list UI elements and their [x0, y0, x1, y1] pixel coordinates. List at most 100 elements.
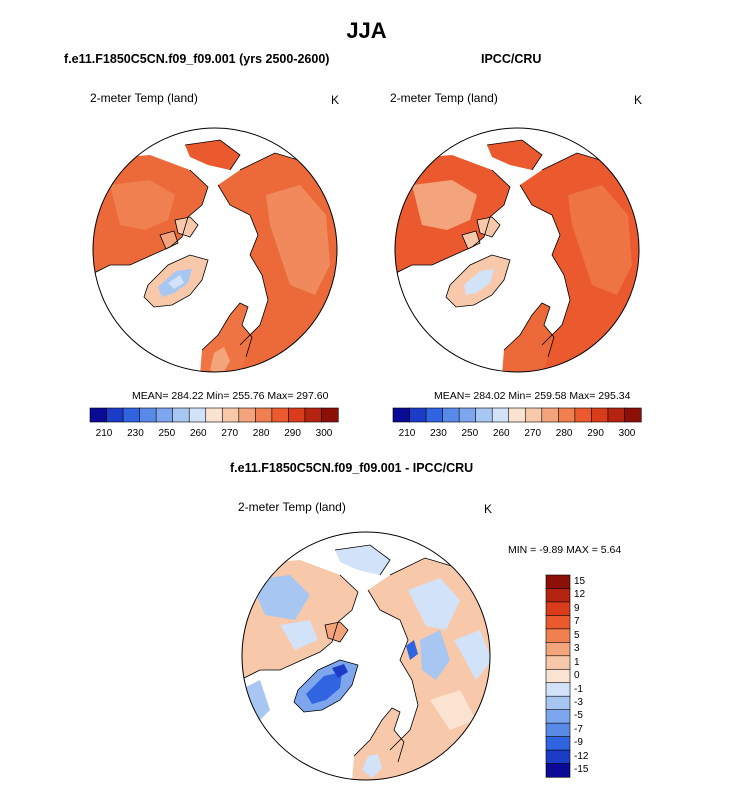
diff-colorbar-tick-label: 12 — [574, 589, 586, 601]
model-colorbar-box — [238, 407, 256, 423]
obs-colorbar-box — [574, 407, 592, 423]
model-colorbar-box — [288, 407, 306, 423]
diff-colorbar-tick-label: -3 — [574, 696, 583, 708]
model-colorbar-box — [321, 407, 339, 423]
diff-polar-map — [241, 531, 491, 781]
model-colorbar-box — [304, 407, 323, 423]
obs-colorbar-tick-label: 280 — [555, 428, 573, 439]
obs-stats: MEAN= 284.02 Min= 259.58 Max= 295.34 — [434, 390, 631, 402]
obs-colorbar-box — [558, 407, 576, 423]
diff-colorbar-tick-label: 5 — [574, 629, 580, 641]
diff-variable-label: 2-meter Temp (land) — [238, 500, 346, 514]
diff-colorbar-tick-label: -9 — [574, 737, 583, 749]
obs-colorbar-box — [475, 407, 493, 423]
model-colorbar-tick-label: 250 — [158, 428, 176, 439]
model-colorbar-box — [188, 407, 207, 423]
diff-colorbar-tick-label: -5 — [574, 710, 583, 722]
diff-colorbar-box — [545, 615, 571, 630]
diff-coastlines — [242, 544, 466, 763]
obs-colorbar-tick-label: 290 — [587, 428, 604, 439]
obs-colorbar-box — [392, 407, 411, 423]
model-colorbar-tick-label: 230 — [127, 428, 144, 439]
obs-colorbar-box — [409, 407, 427, 423]
obs-colorbar-box — [508, 407, 526, 423]
diff-colorbar-tick-label: 9 — [574, 602, 580, 614]
obs-colorbar-tick-label: 230 — [430, 428, 447, 439]
obs-colorbar-box — [425, 407, 444, 423]
diff-colorbar-box — [545, 601, 571, 617]
model-colorbar-tick-label: 280 — [252, 428, 270, 439]
obs-colorbar-box — [591, 407, 609, 423]
diff-colorbar-box — [545, 588, 571, 603]
diff-colorbar-box — [545, 642, 571, 657]
obs-colorbar-box — [607, 407, 626, 423]
diff-panel-title: f.e11.F1850C5CN.f09_f09.001 - IPCC/CRU — [230, 461, 474, 475]
diff-colorbar-tick-label: -15 — [574, 764, 589, 776]
obs-colorbar-box — [442, 407, 460, 423]
obs-colorbar-box — [541, 407, 559, 423]
diff-colorbar-box — [545, 763, 571, 778]
diff-colorbar-box — [545, 722, 571, 738]
diff-colorbar-box — [545, 574, 571, 590]
obs-colorbar-box — [458, 407, 477, 423]
model-colorbar-box — [271, 407, 289, 423]
obs-colorbar-tick-label: 260 — [492, 428, 510, 439]
model-colorbar — [89, 407, 339, 423]
obs-colorbar-tick-label: 250 — [461, 428, 479, 439]
diff-colorbar-tick-label: 7 — [574, 616, 580, 628]
model-variable-label: 2-meter Temp (land) — [90, 91, 198, 105]
main-title: JJA — [346, 18, 387, 43]
diff-colorbar-labels: 15 12 9 7 5 3 1 0 -1 -3 -5 -7 -9 -12 -15 — [574, 575, 604, 777]
diff-colorbar-box — [545, 628, 571, 643]
model-colorbar-box — [172, 407, 190, 423]
diff-units-label: K — [484, 502, 493, 516]
diff-stats: MIN = -9.89 MAX = 5.64 — [508, 544, 622, 556]
diff-colorbar-tick-label: -7 — [574, 723, 583, 735]
model-colorbar-box — [205, 407, 223, 423]
model-colorbar-box — [139, 407, 157, 423]
model-land-field — [93, 140, 337, 372]
model-stats: MEAN= 284.22 Min= 255.76 Max= 297.60 — [132, 390, 329, 402]
obs-colorbar-box — [491, 407, 510, 423]
model-colorbar-box — [155, 407, 174, 423]
obs-colorbar — [392, 407, 642, 423]
diff-colorbar-tick-label: -12 — [574, 750, 589, 762]
model-colorbar-box — [106, 407, 124, 423]
model-colorbar-box — [255, 407, 273, 423]
obs-panel-title: IPCC/CRU — [481, 52, 542, 66]
diff-colorbar-box — [545, 709, 571, 724]
model-colorbar-box — [221, 407, 240, 423]
model-units-label: K — [331, 93, 340, 107]
model-colorbar-tick-label: 300 — [315, 428, 333, 439]
model-panel-title: f.e11.F1850C5CN.f09_f09.001 (yrs 2500-26… — [64, 52, 330, 66]
model-colorbar-tick-label: 260 — [189, 428, 207, 439]
diff-colorbar-tick-label: 1 — [574, 656, 580, 668]
diff-colorbar-box — [545, 749, 571, 765]
diff-colorbar-box — [545, 695, 571, 711]
diff-colorbar-tick-label: 3 — [574, 643, 580, 655]
obs-colorbar-box — [624, 407, 642, 423]
model-colorbar-tick-label: 290 — [284, 428, 301, 439]
obs-colorbar-box — [524, 407, 543, 423]
model-colorbar-tick-label: 270 — [221, 428, 239, 439]
obs-polar-map — [394, 127, 640, 373]
diff-colorbar — [545, 574, 571, 778]
model-colorbar-box — [89, 407, 108, 423]
obs-variable-label: 2-meter Temp (land) — [390, 91, 498, 105]
obs-units-label: K — [634, 93, 643, 107]
model-colorbar-labels: 210 230 250 260 270 280 290 300 — [90, 428, 338, 442]
diff-colorbar-box — [545, 668, 571, 684]
model-colorbar-box — [122, 407, 141, 423]
diff-colorbar-tick-label: -1 — [574, 683, 583, 695]
model-colorbar-tick-label: 210 — [95, 428, 113, 439]
obs-colorbar-tick-label: 300 — [618, 428, 636, 439]
diff-colorbar-box — [545, 682, 571, 697]
diff-colorbar-tick-label: 0 — [574, 670, 580, 681]
model-polar-map — [92, 127, 338, 373]
obs-colorbar-tick-label: 210 — [398, 428, 416, 439]
diff-colorbar-box — [545, 655, 571, 670]
diff-colorbar-box — [545, 736, 571, 751]
diff-colorbar-tick-label: 15 — [574, 575, 586, 587]
obs-colorbar-labels: 210 230 250 260 270 280 290 300 — [393, 428, 641, 442]
obs-colorbar-tick-label: 270 — [524, 428, 542, 439]
